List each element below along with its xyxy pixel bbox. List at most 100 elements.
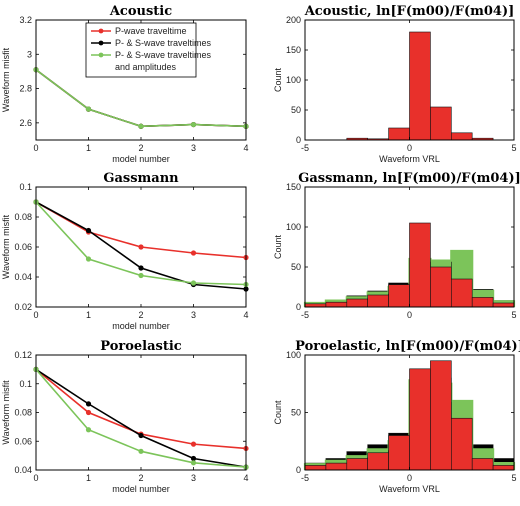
legend-entry-text: P- & S-wave traveltimes <box>115 38 212 48</box>
legend-entry-text: and amplitudes <box>115 62 177 72</box>
chart-panel-2: Acoustic, ln[F(m00)/F(m04)]-5 0 5050100150… <box>273 4 517 164</box>
series-marker <box>190 460 197 466</box>
y-tick-label: 3 <box>27 49 32 59</box>
legend: P-wave traveltime P- & S-wave traveltimes… <box>85 22 212 78</box>
series-marker <box>85 427 92 433</box>
chart-panel-3: Gassmann 0 1 2 3 4 0.02 0.04 0.06 0.08 0.1 model nu… <box>1 171 249 331</box>
y-tick-label: 3.2 <box>19 15 32 25</box>
y-tick-label: 100 <box>286 350 301 360</box>
x-tick-label: -5 <box>301 310 309 320</box>
legend-swatch-marker <box>98 28 104 34</box>
histogram-bar <box>367 452 389 471</box>
y-axis-label: Count <box>273 400 283 425</box>
x-tick-label: 2 <box>138 143 143 153</box>
x-tick-label: 2 <box>138 473 143 483</box>
legend-entry-text: P- & S-wave traveltimes <box>115 50 212 60</box>
y-axis-label: Count <box>273 68 283 93</box>
x-tick-label: 0 <box>33 143 38 153</box>
x-tick-label: 4 <box>243 473 248 483</box>
x-tick-label: -5 <box>301 143 309 153</box>
series-marker <box>85 401 92 407</box>
y-tick-label: 0.12 <box>14 350 32 360</box>
series-marker <box>190 121 197 128</box>
histogram-bar <box>492 465 515 471</box>
y-tick-label: 150 <box>286 182 301 192</box>
histogram-bar <box>304 465 327 471</box>
x-tick-label: 0 <box>33 310 38 320</box>
y-tick-label: 0 <box>296 302 301 312</box>
histogram-bar <box>409 222 431 308</box>
series-marker <box>138 265 144 271</box>
x-tick-label: 3 <box>191 143 196 153</box>
x-axis-label: Waveform VRL <box>379 484 440 494</box>
legend-entry-text: P-wave traveltime <box>115 26 187 36</box>
y-tick-label: 100 <box>286 222 301 232</box>
x-tick-label: 5 <box>511 473 516 483</box>
x-tick-label: 3 <box>191 473 196 483</box>
y-tick-label: 0.04 <box>14 272 32 282</box>
y-tick-label: 0.06 <box>14 436 32 446</box>
x-tick-label: 1 <box>86 143 91 153</box>
histogram-bar <box>430 360 452 471</box>
series-marker <box>85 227 92 234</box>
y-tick-label: 0 <box>296 135 301 145</box>
series-marker <box>190 250 197 256</box>
y-axis-label: Count <box>273 235 283 260</box>
histogram-bar <box>409 31 431 141</box>
x-axis-label: model number <box>112 321 170 331</box>
x-tick-label: 1 <box>86 310 91 320</box>
x-tick-label: 5 <box>511 310 516 320</box>
y-tick-label: 50 <box>291 262 301 272</box>
histogram-bar <box>450 278 473 308</box>
histogram-bar <box>388 284 410 308</box>
histogram-bar <box>409 368 431 471</box>
series-marker <box>138 123 144 129</box>
series-marker <box>190 441 197 447</box>
series-marker <box>85 409 92 416</box>
histogram-bar <box>325 462 348 471</box>
histogram-bar <box>346 458 368 471</box>
chart-panel-4: Gassmann, ln[F(m00)/F(m04)]-5 0 5050100150… <box>273 171 520 320</box>
y-tick-label: 0 <box>296 465 301 475</box>
x-tick-label: 4 <box>243 310 248 320</box>
y-axis-label: Waveform misfit <box>1 214 11 279</box>
y-tick-label: 150 <box>286 45 301 55</box>
y-tick-label: 0.1 <box>19 182 32 192</box>
chart-title: Poroelastic <box>100 339 182 354</box>
histogram-bar <box>325 301 348 308</box>
histogram-bar <box>450 417 473 471</box>
series-marker <box>138 272 144 279</box>
chart-title: Acoustic <box>109 4 172 19</box>
series-marker <box>190 280 197 286</box>
chart-title: Poroelastic, ln[F(m00)/F(m04)] <box>295 339 520 354</box>
histogram-bar <box>450 132 473 141</box>
x-tick-label: 0 <box>33 473 38 483</box>
histogram-bar <box>388 127 410 141</box>
y-tick-label: 100 <box>286 75 301 85</box>
x-axis-label: model number <box>112 484 170 494</box>
chart-title: Gassmann, ln[F(m00)/F(m04)] <box>298 171 520 186</box>
x-axis-label: model number <box>112 154 170 164</box>
chart-panel-6: Poroelastic, ln[F(m00)/F(m04)]-5 0 5050100… <box>273 339 520 494</box>
chart-title: Gassmann <box>103 171 179 186</box>
legend-swatch-marker <box>98 52 104 58</box>
chart-panel-5: Poroelastic 0 1 2 3 4 0.04 0.06 0.08 0.1 0.12 model… <box>1 339 249 494</box>
series-marker <box>138 432 144 439</box>
legend-swatch-marker <box>98 40 104 46</box>
chart-title: Acoustic, ln[F(m00)/F(m04)] <box>304 4 515 19</box>
series-marker <box>85 256 92 262</box>
x-tick-label: 0 <box>407 143 412 153</box>
y-tick-label: 200 <box>286 15 301 25</box>
series-marker <box>138 244 144 250</box>
histogram-bar <box>430 266 452 308</box>
y-tick-label: 0.1 <box>19 379 32 389</box>
histogram-bar <box>471 458 494 471</box>
histogram-bar <box>471 297 494 308</box>
y-tick-label: 2.6 <box>19 118 32 128</box>
x-tick-label: 0 <box>407 310 412 320</box>
x-tick-label: 4 <box>243 143 248 153</box>
x-tick-label: 5 <box>511 143 516 153</box>
x-tick-label: 2 <box>138 310 143 320</box>
y-tick-label: 0.02 <box>14 302 32 312</box>
